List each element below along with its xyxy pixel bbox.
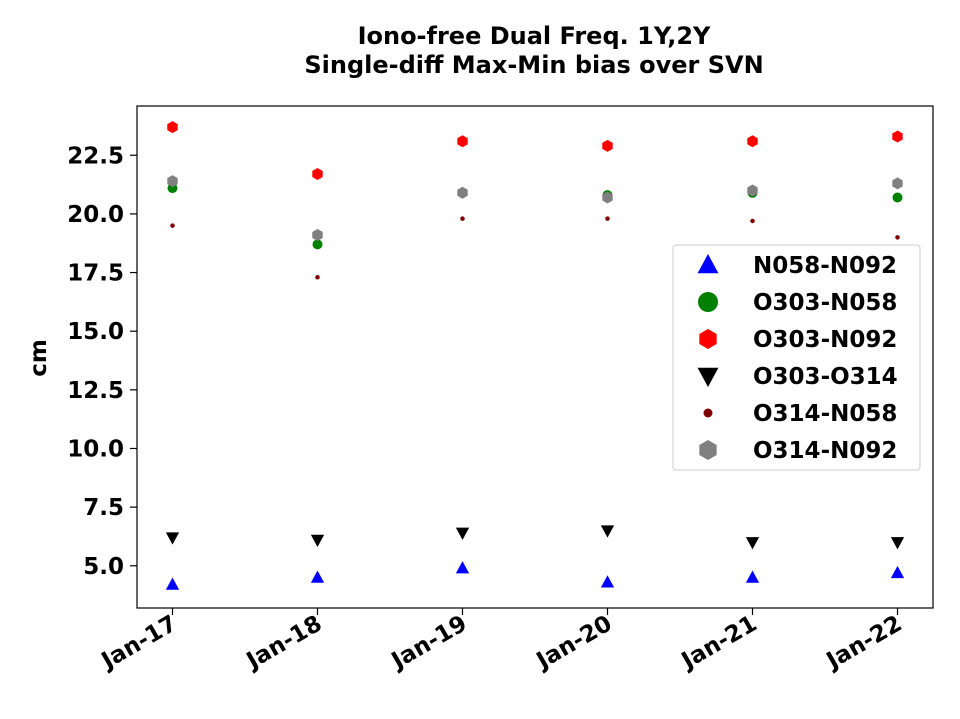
data-point	[602, 191, 613, 204]
data-point	[745, 537, 760, 550]
legend-label: O303-N092	[753, 327, 897, 353]
x-tick-label: Jan-22	[821, 611, 907, 676]
data-point	[455, 561, 470, 574]
chart-title: Iono-free Dual Freq. 1Y,2Y	[358, 22, 711, 50]
data-point	[892, 130, 903, 143]
data-point	[312, 229, 323, 242]
data-point	[892, 192, 903, 203]
data-point	[457, 186, 468, 199]
data-point	[602, 139, 613, 152]
data-point	[600, 575, 615, 588]
data-point	[600, 525, 615, 538]
legend-marker	[699, 329, 717, 349]
y-tick-label: 22.5	[67, 143, 124, 169]
y-tick-label: 12.5	[67, 378, 124, 404]
y-tick-label: 5.0	[83, 554, 124, 580]
x-tick-label: Jan-19	[386, 611, 472, 676]
y-tick-label: 17.5	[67, 261, 124, 287]
legend-label: O314-N058	[753, 401, 897, 427]
y-tick-label: 20.0	[67, 202, 124, 228]
data-point	[167, 175, 178, 188]
data-point	[315, 274, 320, 280]
data-point	[165, 532, 180, 545]
legend-marker	[698, 292, 718, 312]
legend-marker	[699, 440, 717, 460]
data-point	[165, 577, 180, 590]
y-tick-label: 7.5	[83, 495, 124, 521]
legend-label: O303-O314	[753, 364, 898, 390]
y-tick-label: 15.0	[67, 319, 124, 345]
y-axis-label: cm	[26, 339, 52, 377]
data-point	[312, 168, 323, 181]
x-tick-label: Jan-20	[531, 611, 617, 676]
data-point	[890, 537, 905, 550]
x-axis: Jan-17 Jan-18 Jan-19 Jan-20 Jan-21 Jan-22	[96, 608, 907, 675]
data-point	[605, 216, 610, 221]
legend: N058-N092 O303-N058 O303-N092 O303-O314 O314…	[672, 244, 921, 471]
data-point	[747, 135, 758, 148]
data-point	[457, 135, 468, 148]
data-point	[455, 527, 470, 540]
legend-label: N058-N092	[753, 253, 897, 279]
data-point	[750, 218, 755, 224]
legend-marker	[697, 254, 719, 274]
data-point	[312, 239, 323, 250]
x-tick-label: Jan-18	[241, 611, 327, 676]
legend-label: O303-N058	[753, 290, 897, 316]
data-point	[747, 184, 758, 197]
y-tick-label: 10.0	[67, 436, 124, 462]
data-point	[460, 216, 465, 221]
data-point	[167, 121, 178, 134]
legend-box	[672, 244, 921, 471]
plot-area	[136, 105, 934, 609]
data-point	[895, 235, 900, 240]
data-point	[745, 570, 760, 583]
legend-marker	[703, 408, 713, 418]
data-point	[892, 177, 903, 190]
data-point	[890, 565, 905, 579]
data-points	[165, 121, 905, 590]
x-tick-label: Jan-17	[96, 611, 182, 676]
chart-subtitle: Single-diff Max-Min bias over SVN	[304, 51, 763, 79]
data-point	[170, 223, 175, 228]
x-tick-label: Jan-21	[676, 611, 762, 676]
legend-marker	[697, 367, 719, 387]
legend-label: O314-N092	[753, 438, 897, 464]
y-axis: 5.0 7.5 10.0 12.5 15.0 17.5 20.0 22.5	[67, 143, 137, 580]
data-point	[310, 534, 325, 547]
data-point	[310, 570, 325, 583]
